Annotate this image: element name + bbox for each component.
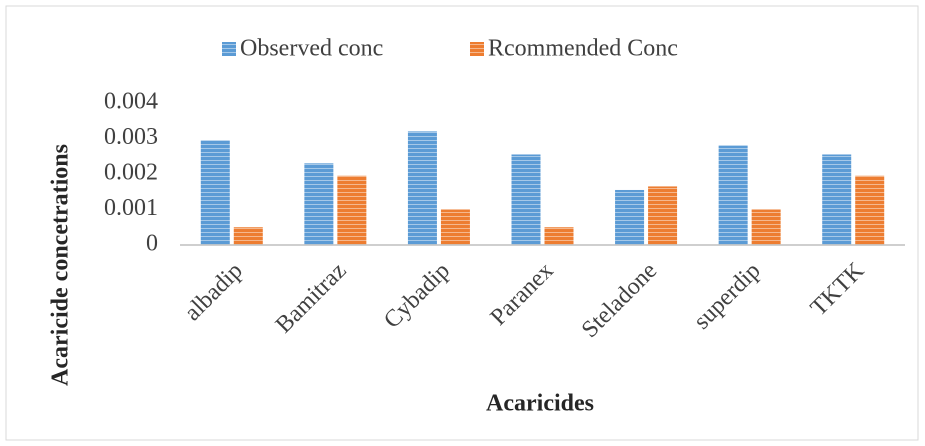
bar [855, 175, 885, 245]
y-tick-label: 0.002 [104, 160, 158, 186]
x-axis-title: Acaricides [486, 391, 594, 417]
y-tick-label: 0 [146, 231, 158, 257]
bar [304, 163, 334, 245]
bar [407, 131, 437, 245]
bar [233, 227, 263, 245]
legend-label: Observed conc [240, 36, 383, 62]
bar [718, 145, 748, 245]
bar [511, 154, 541, 245]
bar [544, 227, 574, 245]
bar [337, 175, 367, 245]
bar [440, 209, 470, 245]
legend-swatch [470, 42, 484, 56]
y-tick-label: 0.001 [104, 195, 158, 221]
bar [822, 154, 852, 245]
bar [200, 140, 230, 245]
bar [751, 209, 781, 245]
y-tick-label: 0.004 [104, 89, 158, 115]
legend-swatch [222, 42, 236, 56]
y-axis-title: Acaricide concetrations [48, 144, 74, 386]
bar [615, 189, 645, 245]
legend-label: Rcommended Conc [488, 36, 678, 62]
bar [648, 186, 678, 245]
y-tick-label: 0.003 [104, 124, 158, 150]
